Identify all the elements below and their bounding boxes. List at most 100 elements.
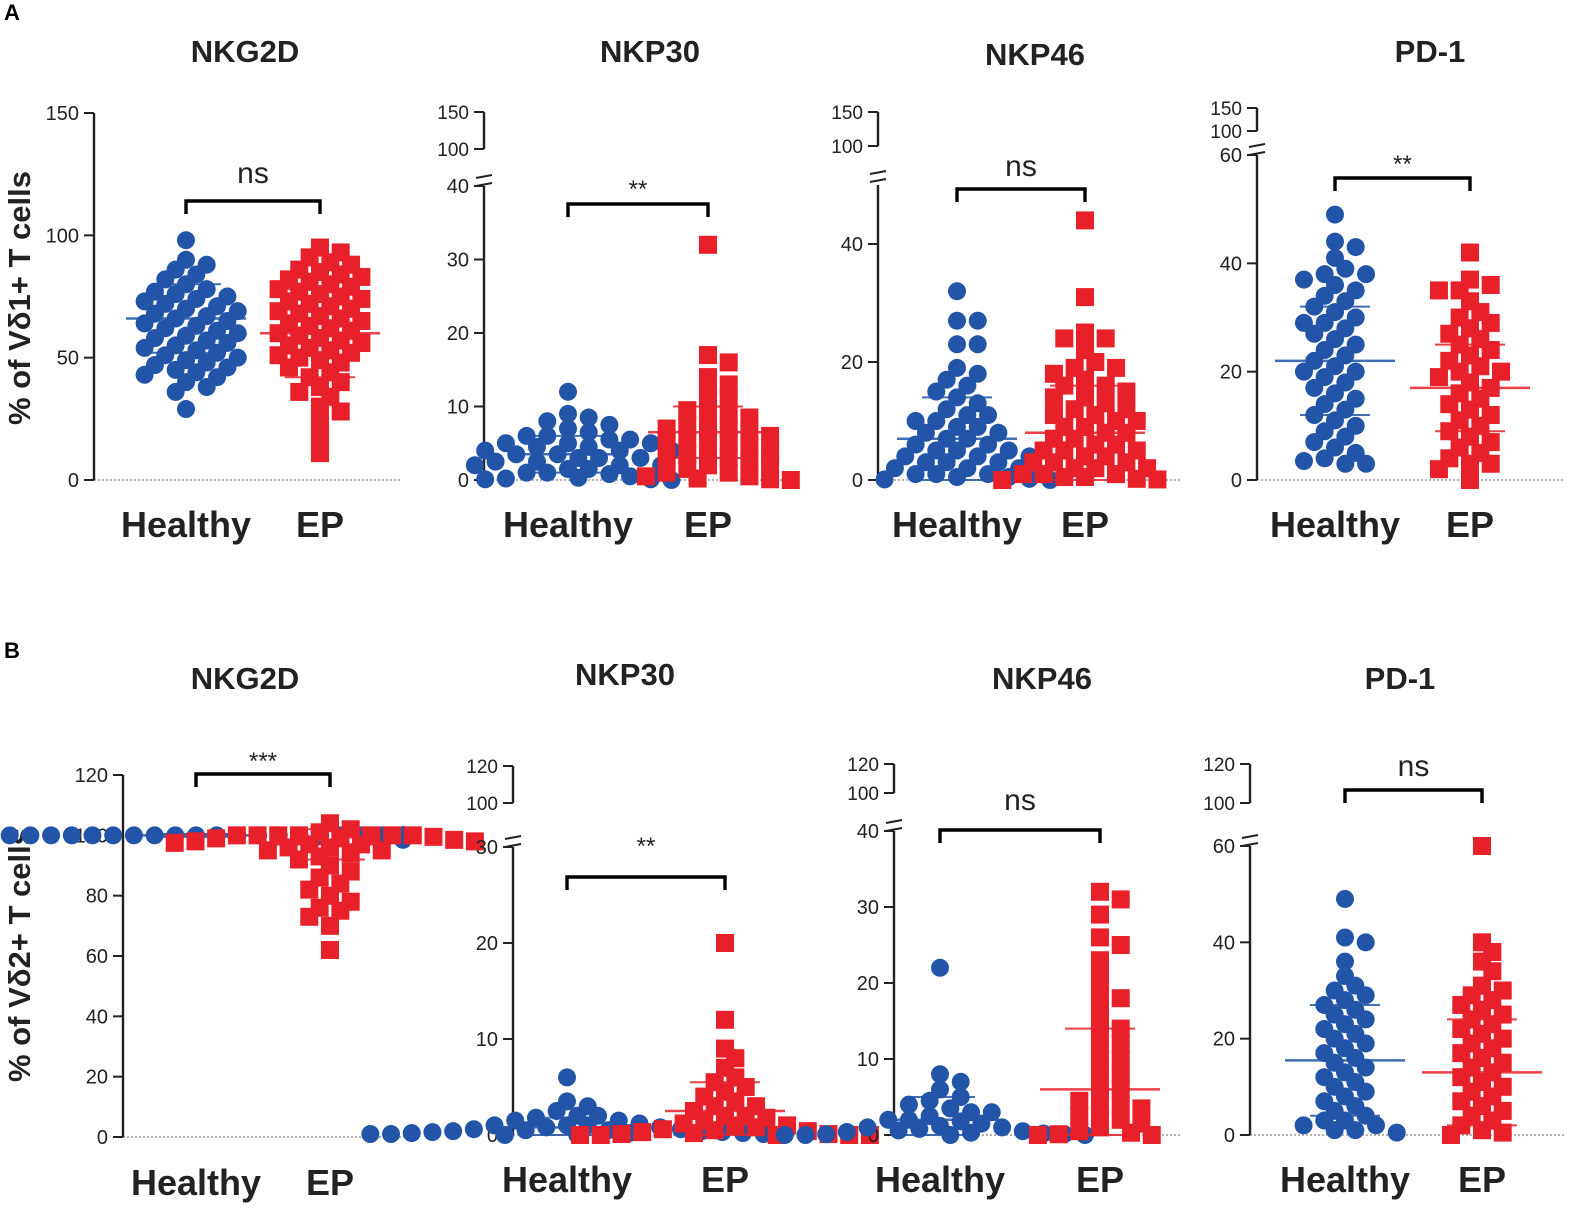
data-point-ep (726, 1116, 745, 1135)
data-point-healthy (104, 826, 123, 845)
y-tick-label: 0 (458, 470, 469, 492)
y-tick-label: 40 (857, 821, 879, 843)
data-point-healthy (910, 1119, 929, 1138)
data-point-ep (311, 397, 329, 416)
axis-break-mark (869, 178, 887, 183)
data-point-healthy (197, 378, 216, 397)
data-point-healthy (958, 406, 977, 425)
data-point-healthy (927, 465, 946, 484)
data-point-healthy (989, 423, 1008, 442)
data-point-ep (1122, 1123, 1141, 1142)
y-tick-label: 100 (46, 225, 79, 247)
data-point-ep (657, 463, 676, 482)
data-point-ep (1107, 358, 1126, 377)
data-point-healthy (600, 415, 619, 434)
y-tick-label: 30 (447, 250, 469, 272)
significance-label: ** (629, 176, 648, 203)
data-point-ep (1091, 996, 1109, 1015)
data-point-ep (1076, 288, 1094, 307)
y-tick-label: 20 (841, 352, 863, 374)
x-tick-label-healthy: Healthy (892, 504, 1022, 545)
data-point-healthy (968, 311, 987, 330)
data-point-ep (740, 467, 759, 486)
data-point-ep (1440, 395, 1459, 414)
data-point-ep (747, 1118, 766, 1137)
y-tick-label: 50 (57, 348, 79, 370)
y-tick-label: 150 (437, 103, 469, 124)
data-point-ep (1111, 936, 1130, 954)
data-point-ep (1076, 323, 1094, 342)
data-point-ep (1483, 962, 1502, 981)
data-point-healthy (1325, 1121, 1344, 1140)
x-tick-label-ep: EP (306, 1162, 354, 1203)
data-point-healthy (641, 434, 660, 453)
data-point-healthy (83, 826, 102, 845)
data-point-ep (1091, 1103, 1109, 1122)
data-point-ep (1441, 1126, 1460, 1144)
data-point-ep (300, 880, 319, 899)
data-point-healthy (423, 1123, 442, 1142)
data-point-healthy (948, 311, 966, 330)
x-tick-label-ep: EP (1446, 504, 1494, 545)
data-point-ep (1117, 382, 1136, 401)
data-point-ep (1076, 370, 1094, 389)
data-point-ep (719, 353, 738, 372)
axis-break-mark (869, 170, 887, 175)
data-point-ep (1452, 995, 1471, 1014)
data-point-healthy (1356, 1058, 1375, 1077)
data-point-healthy (62, 826, 81, 845)
data-point-healthy (941, 1099, 960, 1118)
data-point-healthy (916, 453, 935, 472)
data-point-healthy (916, 423, 935, 442)
y-tick-label: 100 (831, 137, 863, 158)
data-point-healthy (948, 282, 966, 301)
chart-b-nkp46: NKP46 0 10 20 30 40 100 120 ns Healthy EP (775, 661, 1180, 1200)
data-point-ep (1055, 329, 1074, 348)
data-point-healthy (931, 1080, 949, 1099)
data-point-ep (1461, 243, 1479, 262)
data-point-ep (719, 404, 738, 423)
x-tick-label-healthy: Healthy (502, 1159, 632, 1200)
chart-title: NKP30 (600, 34, 700, 69)
y-tick-label: 100 (1203, 794, 1235, 815)
data-point-ep (372, 841, 391, 860)
chart-title: NKP46 (992, 661, 1092, 696)
data-point-healthy (464, 1120, 483, 1139)
data-point-healthy (1387, 1123, 1406, 1142)
data-point-ep (1091, 966, 1109, 985)
data-point-ep (1107, 465, 1126, 484)
panel-label-a: A (4, 0, 20, 25)
data-point-ep (678, 430, 697, 449)
data-point-healthy (796, 1126, 815, 1144)
data-point-healthy (621, 467, 640, 486)
data-point-healthy (527, 437, 546, 456)
data-point-ep (1111, 1065, 1130, 1084)
data-point-healthy (999, 441, 1018, 460)
data-point-ep (705, 1121, 724, 1140)
y-tick-label: 100 (466, 794, 498, 815)
data-point-ep (1473, 1121, 1491, 1140)
axis-break-mark (1248, 143, 1266, 148)
x-tick-label-ep: EP (1061, 504, 1109, 545)
y-tick-label: 0 (1224, 1125, 1235, 1147)
data-point-ep (633, 1123, 652, 1142)
data-point-healthy (495, 1126, 514, 1144)
data-point-healthy (927, 382, 946, 401)
data-point-healthy (1294, 270, 1313, 289)
data-point-ep (657, 448, 676, 467)
x-tick-label-healthy: Healthy (503, 504, 633, 545)
data-point-ep (993, 471, 1012, 489)
data-point-healthy (875, 470, 894, 489)
data-point-healthy (1305, 378, 1324, 397)
x-tick-label-healthy: Healthy (1280, 1159, 1410, 1200)
chart-title: PD-1 (1365, 661, 1436, 696)
data-point-ep (740, 408, 759, 427)
significance-label: ns (1398, 750, 1430, 783)
data-point-ep (1481, 276, 1500, 294)
data-point-healthy (951, 1072, 970, 1091)
data-point-ep (311, 429, 329, 448)
data-point-ep (1127, 469, 1146, 488)
data-point-healthy (1326, 205, 1344, 224)
